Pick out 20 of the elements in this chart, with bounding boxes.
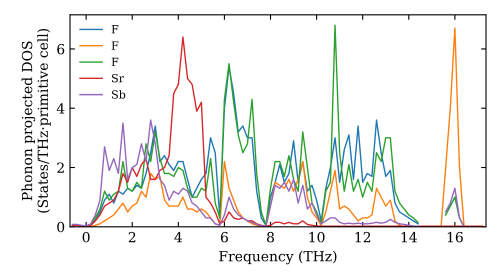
x-tick-label: 10 [309, 232, 325, 242]
legend-label: Sr [112, 74, 124, 82]
x-tick-label: 12 [356, 232, 370, 242]
y-tick-label: 6 [57, 44, 64, 54]
x-tick-label: 6 [220, 232, 228, 242]
x-tick-label: 2 [128, 232, 136, 242]
legend-label: F [112, 25, 118, 34]
y-tick-label: 0 [57, 222, 64, 232]
y-tick-label: 4 [56, 103, 64, 114]
legend-label: F [112, 58, 118, 66]
x-tick-label: 16 [448, 232, 463, 242]
y-tick-label: 2 [57, 162, 64, 173]
x-tick-label: 14 [402, 232, 417, 242]
legend-label: Sb [112, 90, 126, 99]
y-axis-title: Phonon projected DOS (States/THz·primitive cell) [22, 28, 51, 213]
x-tick-label: 8 [267, 232, 274, 242]
x-tick-label: 0 [82, 232, 90, 242]
legend-label: F [112, 41, 118, 50]
x-axis-title: Frequency (THz) [219, 250, 336, 264]
x-tick-label: 4 [174, 232, 182, 242]
